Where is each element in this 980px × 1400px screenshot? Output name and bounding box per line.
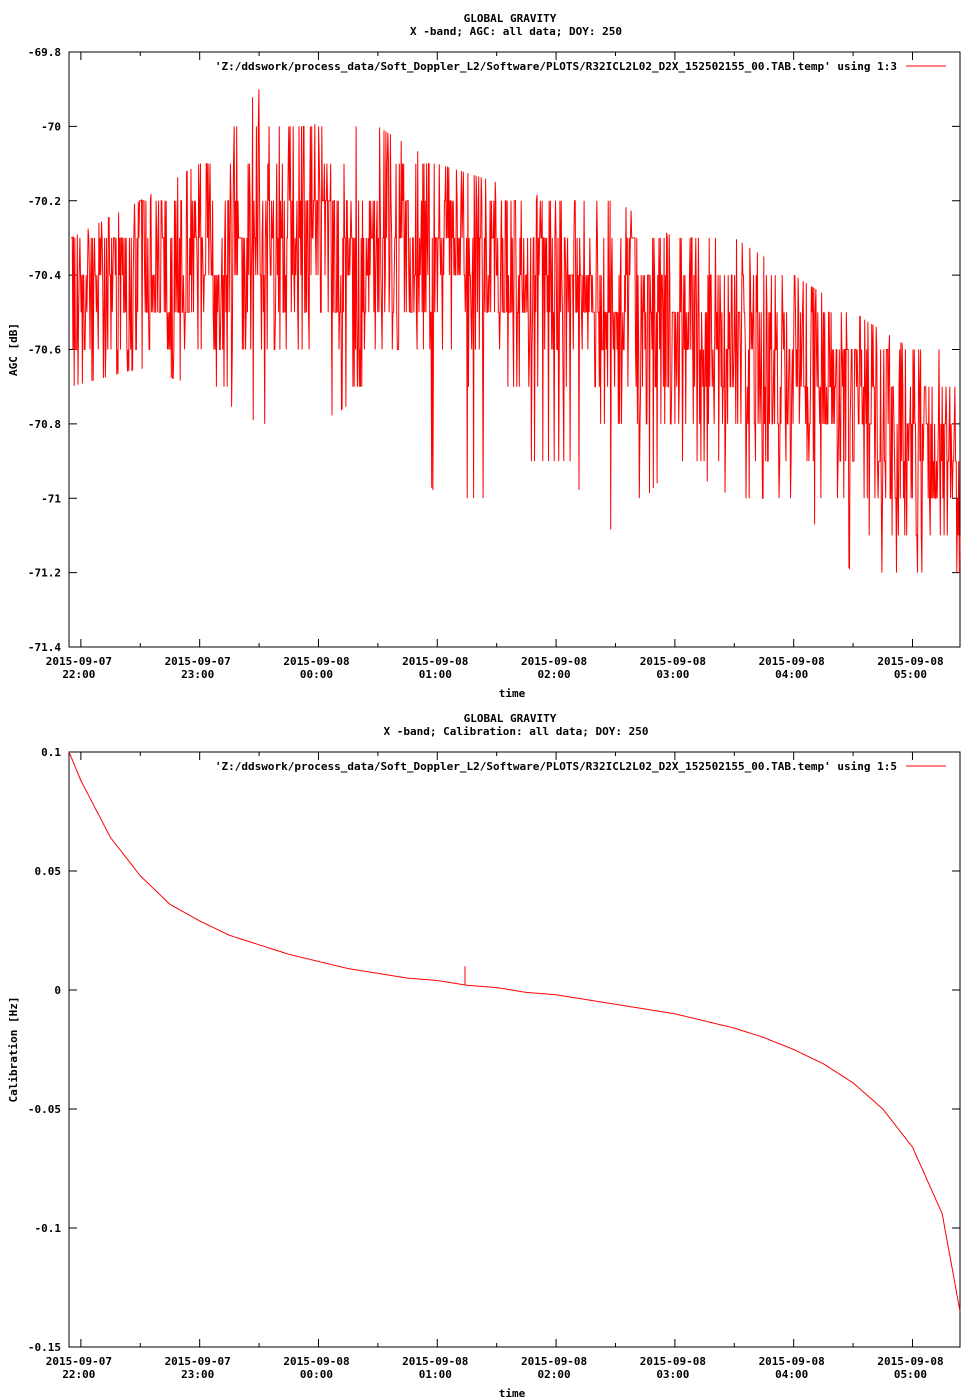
x-tick-time-label: 22:00 <box>62 668 95 681</box>
x-tick-date-label: 2015-09-08 <box>877 655 943 668</box>
x-tick-time-label: 03:00 <box>656 1368 689 1381</box>
x-tick-time-label: 04:00 <box>775 1368 808 1381</box>
x-tick-date-label: 2015-09-08 <box>283 655 349 668</box>
x-tick-date-label: 2015-09-08 <box>283 1355 349 1368</box>
y-tick-label: -70.4 <box>28 269 61 282</box>
x-tick-date-label: 2015-09-07 <box>46 1355 112 1368</box>
x-tick-date-label: 2015-09-08 <box>759 655 825 668</box>
x-tick-date-label: 2015-09-08 <box>877 1355 943 1368</box>
x-tick-date-label: 2015-09-08 <box>759 1355 825 1368</box>
x-tick-time-label: 04:00 <box>775 668 808 681</box>
x-tick-time-label: 23:00 <box>181 668 214 681</box>
y-tick-label: 0.1 <box>41 746 61 759</box>
plot-frame <box>68 751 961 1348</box>
y-tick-label: -0.15 <box>28 1341 61 1354</box>
plot-frame <box>68 51 961 648</box>
chart-title: GLOBAL GRAVITY <box>464 712 557 725</box>
y-axis-label: AGC [dB] <box>7 323 20 376</box>
y-tick-label: -70 <box>41 120 61 133</box>
y-tick-label: -70.6 <box>28 344 61 357</box>
x-tick-date-label: 2015-09-08 <box>402 655 468 668</box>
agc-series-line <box>71 89 961 573</box>
chart-subtitle: X -band; Calibration: all data; DOY: 250 <box>384 725 649 738</box>
x-tick-time-label: 00:00 <box>300 1368 333 1381</box>
calibration-series-line <box>68 751 961 1312</box>
x-tick-time-label: 02:00 <box>538 668 571 681</box>
legend-label: 'Z:/ddswork/process_data/Soft_Doppler_L2… <box>215 760 897 773</box>
x-tick-time-label: 01:00 <box>419 1368 452 1381</box>
legend-label: 'Z:/ddswork/process_data/Soft_Doppler_L2… <box>215 60 897 73</box>
x-tick-time-label: 01:00 <box>419 668 452 681</box>
x-tick-time-label: 05:00 <box>894 668 927 681</box>
x-axis-label: time <box>499 687 526 700</box>
x-tick-time-label: 22:00 <box>62 1368 95 1381</box>
y-tick-label: 0 <box>54 984 61 997</box>
y-tick-label: -71.4 <box>28 641 61 654</box>
x-tick-date-label: 2015-09-07 <box>165 1355 231 1368</box>
y-tick-label: -71.2 <box>28 567 61 580</box>
chart-title: GLOBAL GRAVITY <box>464 12 557 25</box>
x-tick-date-label: 2015-09-08 <box>640 1355 706 1368</box>
x-tick-date-label: 2015-09-08 <box>521 1355 587 1368</box>
x-tick-time-label: 03:00 <box>656 668 689 681</box>
x-axis-label: time <box>499 1387 526 1400</box>
x-tick-time-label: 02:00 <box>538 1368 571 1381</box>
y-tick-label: -0.05 <box>28 1103 61 1116</box>
x-tick-date-label: 2015-09-08 <box>402 1355 468 1368</box>
y-tick-label: -70.2 <box>28 195 61 208</box>
y-tick-label: -0.1 <box>35 1222 62 1235</box>
y-tick-label: -71 <box>41 492 61 505</box>
y-tick-label: -70.8 <box>28 418 61 431</box>
x-tick-date-label: 2015-09-08 <box>640 655 706 668</box>
y-tick-label: 0.05 <box>35 865 62 878</box>
y-axis-label: Calibration [Hz] <box>7 997 20 1103</box>
x-tick-time-label: 00:00 <box>300 668 333 681</box>
y-tick-label: -69.8 <box>28 46 61 59</box>
x-tick-time-label: 05:00 <box>894 1368 927 1381</box>
chart-subtitle: X -band; AGC: all data; DOY: 250 <box>410 25 622 38</box>
x-tick-time-label: 23:00 <box>181 1368 214 1381</box>
x-tick-date-label: 2015-09-07 <box>46 655 112 668</box>
x-tick-date-label: 2015-09-07 <box>165 655 231 668</box>
x-tick-date-label: 2015-09-08 <box>521 655 587 668</box>
